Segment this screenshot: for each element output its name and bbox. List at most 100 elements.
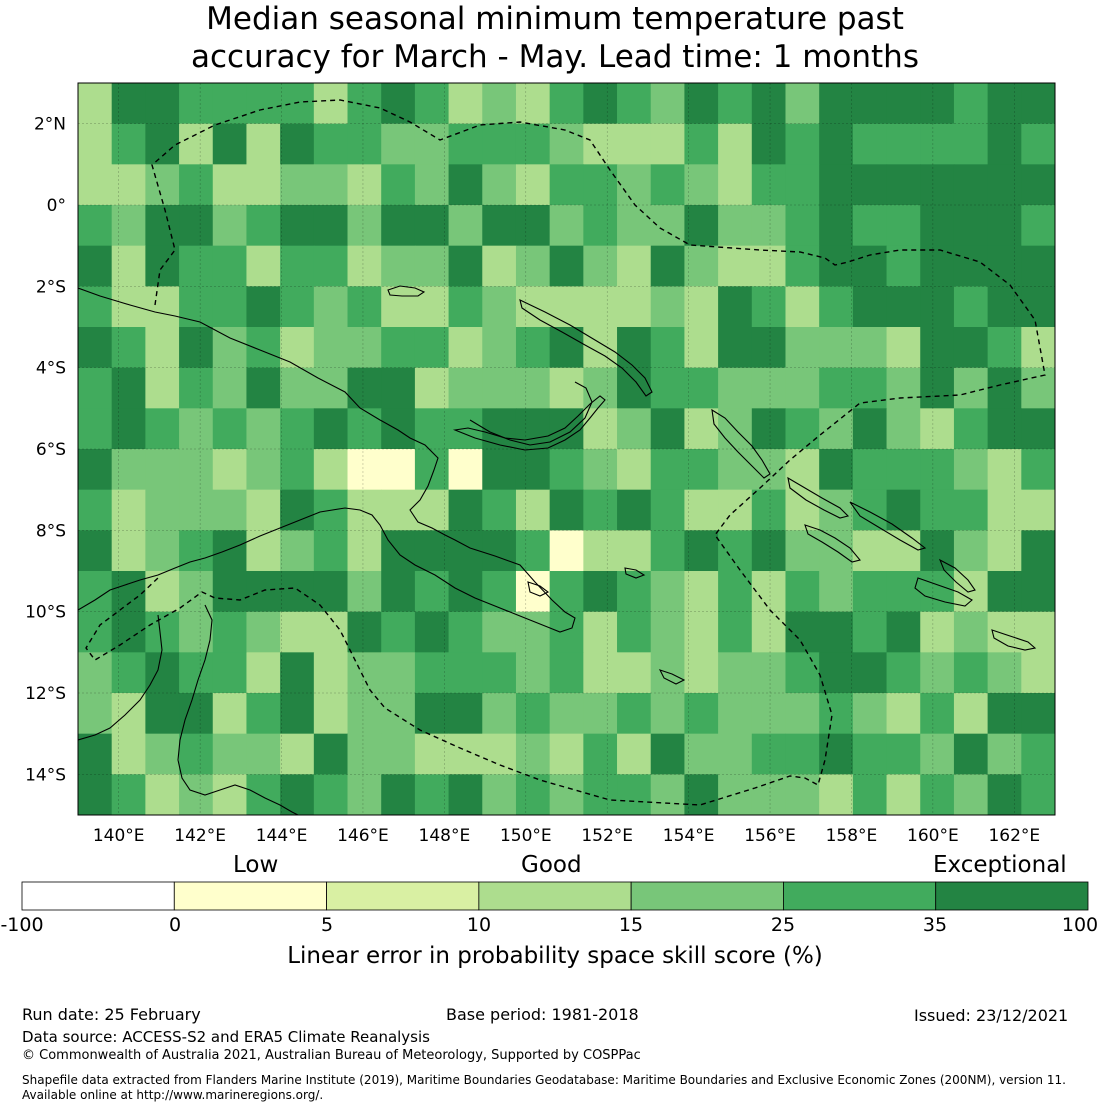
skill-cell [448, 367, 483, 409]
longitude-label: 148°E [419, 826, 471, 846]
skill-cell [246, 205, 281, 247]
skill-cell [852, 327, 888, 369]
skill-cell [381, 327, 416, 369]
skill-cell [414, 164, 450, 206]
latitude-label: 2°N [34, 115, 66, 135]
skill-cell [583, 205, 618, 247]
skill-cell [718, 83, 753, 125]
skill-cell [280, 123, 315, 165]
skill-cell [819, 733, 854, 775]
skill-cell [111, 327, 146, 369]
skill-cell [785, 164, 820, 206]
skill-cell [953, 652, 989, 694]
skill-cell [179, 530, 214, 572]
colorbar-swatch [326, 881, 480, 911]
skill-cell [515, 571, 551, 613]
skill-cell [583, 652, 618, 694]
skill-cell [549, 733, 584, 775]
skill-cell [987, 652, 1022, 694]
skill-cell [1021, 449, 1055, 491]
skill-cell [751, 286, 786, 328]
skill-cell [751, 245, 786, 287]
longitude-labels: 140°E 142°E 144°E 146°E 148°E 150°E 152°E 154°E… [93, 826, 1040, 846]
skill-cell [819, 245, 854, 287]
skill-cell [751, 611, 786, 653]
skill-cell [246, 123, 281, 165]
skill-cell [886, 123, 921, 165]
skill-cell [617, 123, 652, 165]
skill-cell [448, 693, 483, 735]
skill-cell [549, 489, 584, 531]
skill-cell [684, 83, 719, 125]
skill-cell [920, 652, 955, 694]
skill-cell [617, 408, 652, 450]
skill-cell [347, 83, 382, 125]
skill-cell [246, 327, 281, 369]
skill-cell [313, 164, 349, 206]
skill-cell [111, 733, 146, 775]
skill-cell [482, 449, 517, 491]
skill-cell [751, 327, 786, 369]
colorbar-swatch [173, 881, 327, 911]
skill-cell [785, 489, 820, 531]
skill-cell [111, 83, 146, 125]
skill-cell [583, 733, 618, 775]
skill-cell [1021, 611, 1055, 653]
skill-cell [515, 611, 551, 653]
skill-cell [179, 205, 214, 247]
skill-cell [549, 652, 584, 694]
coastline-louisiade [658, 669, 686, 685]
skill-cell [886, 774, 921, 815]
skill-cell [718, 327, 753, 369]
skill-cell [718, 449, 753, 491]
skill-cell [448, 733, 483, 775]
skill-cell [212, 774, 247, 815]
skill-cell [785, 367, 820, 409]
skill-cell [819, 367, 854, 409]
skill-cell [145, 733, 180, 775]
skill-cell [78, 449, 113, 491]
skill-cell [448, 571, 483, 613]
skill-cell [650, 205, 685, 247]
skill-cell [718, 286, 753, 328]
skill-cell [414, 571, 450, 613]
skill-cell [111, 164, 146, 206]
skill-grid [78, 83, 1055, 815]
skill-cell [617, 693, 652, 735]
skill-cell [347, 571, 382, 613]
skill-cell [852, 693, 888, 735]
colorbar-tick: 0 [168, 914, 182, 936]
skill-cell [617, 733, 652, 775]
skill-cell [111, 449, 146, 491]
skill-cell [414, 611, 450, 653]
skill-cell [617, 571, 652, 613]
skill-cell [280, 652, 315, 694]
skill-cell [381, 83, 416, 125]
latitude-label: 6°S [36, 440, 66, 460]
skill-cell [313, 571, 349, 613]
skill-cell [684, 367, 719, 409]
skill-cell [482, 286, 517, 328]
skill-cell [920, 245, 955, 287]
skill-cell [953, 367, 989, 409]
skill-cell [78, 205, 113, 247]
skill-cell [751, 123, 786, 165]
skill-cell [987, 164, 1022, 206]
skill-cell [179, 408, 214, 450]
skill-cell [987, 611, 1022, 653]
skill-cell [684, 449, 719, 491]
skill-cell [852, 611, 888, 653]
skill-cell [515, 205, 551, 247]
skill-cell [617, 530, 652, 572]
skill-cell [650, 571, 685, 613]
skill-cell [414, 286, 450, 328]
skill-cell [280, 205, 315, 247]
skill-cell [313, 286, 349, 328]
skill-cell [852, 205, 888, 247]
skill-cell [549, 245, 584, 287]
skill-cell [650, 611, 685, 653]
skill-cell [549, 286, 584, 328]
skill-cell [1021, 571, 1055, 613]
skill-cell [684, 530, 719, 572]
skill-cell [886, 327, 921, 369]
